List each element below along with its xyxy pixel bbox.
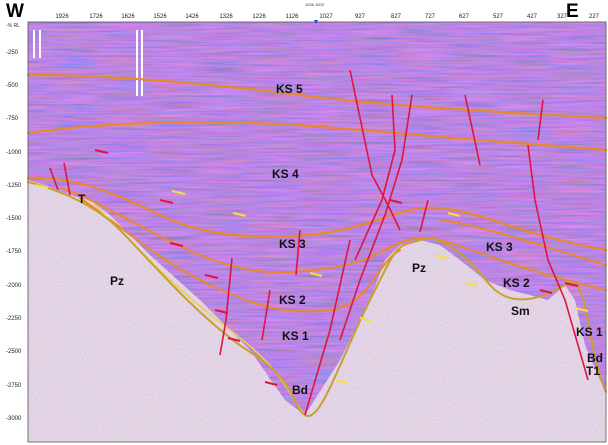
top-tick: 327 [556,14,568,20]
faults [49,69,589,416]
unit-label-pz-west: Pz [110,274,125,288]
unit-label-bd-center: Bd [292,383,308,397]
onlap-arrows [34,184,589,384]
depth-tick: -1000 [6,150,22,156]
depth-tick: -1500 [6,216,22,222]
top-tick: 1426 [185,14,199,20]
basement-top [27,181,607,417]
top-tick: 1226 [252,14,266,20]
depth-tick: -2250 [6,316,22,322]
corner-label: -% RL [6,23,20,29]
depth-tick: -750 [6,116,19,122]
depth-tick: -250 [6,50,19,56]
unit-label-ks5: KS 5 [276,82,303,96]
unit-label-ks3-west: KS 3 [279,237,306,251]
unit-label-bd-east: Bd [587,351,603,365]
top-tick: 1027 [319,14,333,20]
top-tick: 727 [424,14,436,20]
horizon-ks4-top [26,121,608,152]
depth-tick: -3000 [6,416,22,422]
east-label: E [566,1,579,22]
horizon-ks2-top [59,187,607,291]
depth-tick: -500 [6,83,19,89]
unit-label-t1-east: T1 [586,364,601,378]
depth-tick: -2000 [6,283,22,289]
unit-label-pz-east: Pz [412,261,427,275]
horizon-ks1-top [79,197,401,313]
unit-label-ks2-east: KS 2 [503,276,530,290]
top-tick: 527 [492,14,504,20]
top-tick: 827 [390,14,402,20]
top-tick: 627 [458,14,470,20]
cdp-marker-icon [314,20,318,24]
unit-label-ks1-east: KS 1 [576,325,603,339]
depth-tick: -2750 [6,383,22,389]
depth-tick: -2500 [6,349,22,355]
top-tick: 1926 [55,14,69,20]
unit-label-ks1-west: KS 1 [282,329,309,343]
horizon-ks5-top [26,73,608,120]
depth-tick: -1250 [6,183,22,189]
top-tick: 1526 [153,14,167,20]
top-tick: 427 [526,14,538,20]
top-tick: 1126 [285,14,299,20]
data-gap-lines [33,30,143,96]
unit-label-ks2-west: KS 2 [279,293,306,307]
unit-label-ks3-east: KS 3 [486,240,513,254]
unit-label-sm: Sm [511,304,530,318]
top-tick: 1726 [89,14,103,20]
top-tick: 1626 [121,14,135,20]
top-tick: 927 [354,14,366,20]
horizon-ks3-top [26,176,608,252]
unit-label-ks4: KS 4 [272,167,299,181]
west-label: W [6,1,24,22]
horizon-east-ks3 [439,219,607,266]
unit-label-t-west: T [78,192,86,206]
marker-label: 1026 1003 [305,2,324,7]
truncation-arrows [94,149,579,386]
depth-tick: -1750 [6,249,22,255]
top-tick: 227 [588,14,600,20]
top-tick: 1326 [219,14,233,20]
